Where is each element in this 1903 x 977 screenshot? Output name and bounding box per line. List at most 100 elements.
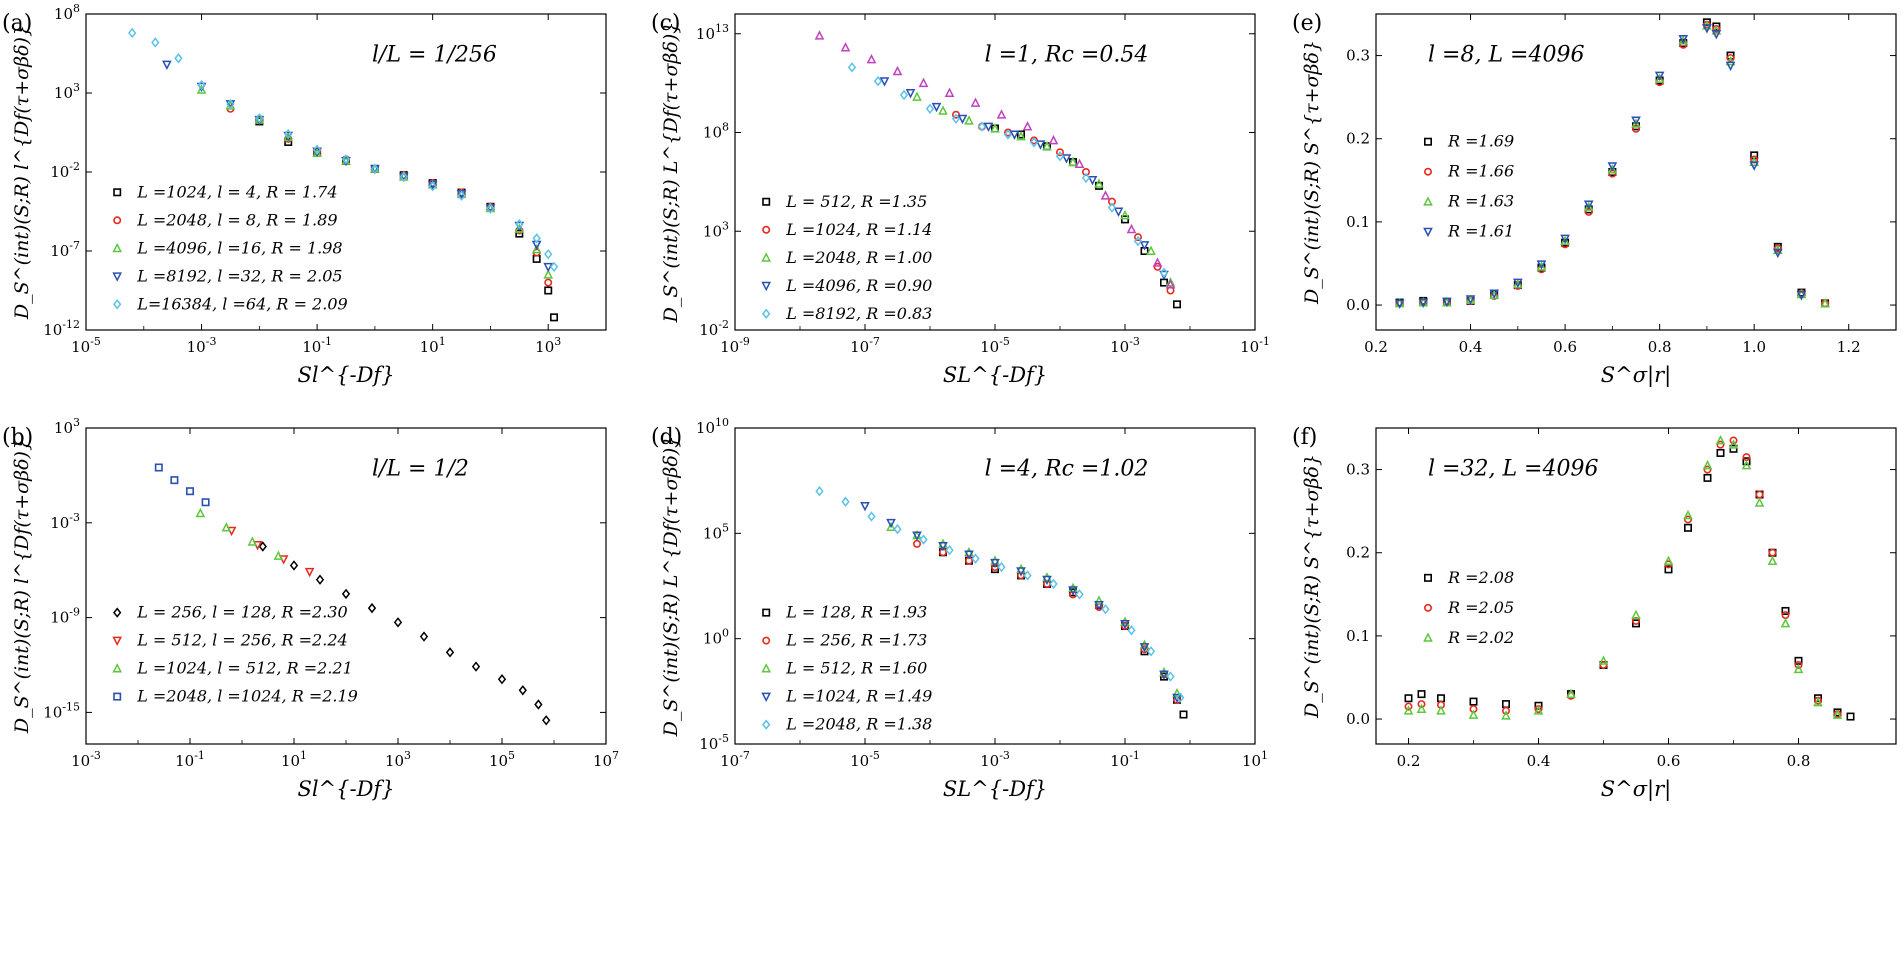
- series-red: [951, 110, 1175, 295]
- legend-entry: L = 256, l = 128, R =2.30: [136, 603, 347, 622]
- legend-marker: [113, 216, 122, 225]
- data-point: [1016, 567, 1026, 577]
- x-tick-label: 10-3: [71, 749, 101, 770]
- data-point: [1703, 473, 1712, 482]
- legend-entry: L =1024, R =1.14: [785, 220, 932, 239]
- legend-marker: [1424, 167, 1433, 176]
- data-point: [873, 75, 883, 87]
- data-point: [957, 114, 968, 125]
- data-point: [247, 536, 258, 546]
- data-point: [925, 103, 935, 115]
- legend-entry: L =2048, l =1024, R =2.19: [136, 687, 358, 706]
- legend-marker: [1423, 632, 1433, 642]
- data-point: [1502, 700, 1511, 709]
- data-point: [1664, 565, 1673, 574]
- data-point: [341, 154, 351, 165]
- legend-entry: L =4096, R =0.90: [785, 276, 932, 295]
- legend-entry: R =1.66: [1447, 162, 1514, 181]
- data-point: [1113, 207, 1124, 217]
- data-point: [1029, 137, 1039, 148]
- data-point: [1003, 129, 1013, 140]
- y-tick-label: 10-3: [50, 511, 80, 532]
- panel-label: (c): [651, 11, 681, 36]
- legend-entry: L = 512, l = 256, R =2.24: [136, 631, 347, 650]
- legend-marker: [762, 608, 771, 617]
- x-tick-label: 10-1: [1240, 335, 1270, 356]
- legend-marker: [762, 225, 771, 234]
- legend-entry: L = 256, R =1.73: [785, 631, 927, 650]
- data-point: [1631, 118, 1641, 128]
- data-point: [1081, 172, 1091, 184]
- x-tick-label: 107: [593, 749, 619, 770]
- x-axis-label: S^σ|r|: [1601, 363, 1672, 388]
- data-point: [221, 522, 232, 532]
- y-tick-label: 1010: [696, 416, 729, 437]
- data-point: [1082, 168, 1091, 177]
- data-point: [1534, 701, 1543, 710]
- data-point: [1417, 690, 1426, 699]
- data-point: [997, 561, 1006, 573]
- data-point: [197, 79, 206, 91]
- x-tick-label: 10-7: [850, 335, 880, 356]
- plot-frame: [1375, 13, 1897, 331]
- data-point: [544, 286, 553, 295]
- data-point: [1678, 34, 1689, 45]
- data-point: [255, 113, 264, 124]
- data-point: [1794, 660, 1803, 669]
- data-point: [162, 60, 172, 70]
- data-point: [938, 542, 948, 552]
- y-tick-label: 0.0: [1346, 296, 1370, 314]
- legend-entry: L =8192, l =32, R = 2.05: [136, 266, 342, 285]
- data-point: [532, 254, 541, 263]
- y-tick-label: 10-15: [43, 700, 80, 721]
- data-point: [1087, 175, 1098, 186]
- data-point: [1022, 121, 1033, 131]
- x-tick-label: 10-3: [187, 335, 217, 356]
- data-point: [912, 91, 922, 101]
- legend-entry: L = 512, R =1.35: [785, 192, 927, 211]
- data-point: [860, 501, 870, 512]
- y-tick-label: 0.1: [1346, 627, 1370, 645]
- legend-entry: L =8192, R =0.83: [785, 304, 932, 323]
- series-blue: [879, 77, 1169, 281]
- x-tick-label: 0.2: [1397, 752, 1421, 770]
- data-point: [497, 674, 507, 685]
- panel-e: 0.2 0.4 0.6 0.8 1.0 1.2 0.0 0.1 0.2 0.3 (e) l =8, L…: [1292, 11, 1897, 388]
- x-tick-label: 103: [535, 335, 561, 356]
- legend-entry: L =4096, l =16, R = 1.98: [136, 238, 342, 257]
- data-point: [370, 163, 380, 175]
- data-point: [1133, 235, 1143, 247]
- legend-entry: R =2.02: [1447, 628, 1514, 647]
- data-point: [1035, 140, 1046, 150]
- legend-marker: [1424, 573, 1433, 582]
- data-point: [174, 53, 183, 64]
- series-black: [938, 548, 1188, 719]
- legend-entry: L =1024, l = 4, R = 1.74: [136, 182, 337, 201]
- data-point: [1068, 156, 1078, 167]
- data-point: [1165, 279, 1176, 289]
- y-tick-label: 10-2: [50, 160, 80, 181]
- y-tick-label: 0.3: [1346, 47, 1370, 65]
- data-point: [1023, 570, 1032, 581]
- data-point: [393, 617, 403, 628]
- data-point: [1702, 24, 1712, 34]
- data-point: [1726, 54, 1735, 63]
- data-point: [457, 190, 466, 201]
- data-point: [1179, 710, 1188, 719]
- data-point: [1742, 453, 1751, 462]
- series-black: [1404, 444, 1855, 721]
- data-point: [1512, 278, 1523, 289]
- y-axis-label: D_S^(int)(S;R) L^{Df(τ+σβδ)}: [660, 22, 682, 324]
- data-point: [1767, 555, 1778, 566]
- legend-marker: [762, 197, 771, 206]
- legend-marker: [113, 607, 122, 618]
- panel-b: 10-3 10-1 101 103 105 107 103 10-3 10-9 10-15 (b) l…: [2, 416, 619, 801]
- data-point: [549, 313, 558, 322]
- legend-entry: L =2048, l = 8, R = 1.89: [136, 210, 337, 229]
- data-point: [1173, 300, 1182, 309]
- data-point: [1159, 670, 1169, 680]
- data-point: [1683, 509, 1693, 520]
- panel-label: (f): [1292, 425, 1317, 450]
- panel-annotation: l =4, Rc =1.02: [985, 456, 1149, 481]
- series-cyan: [815, 485, 1185, 703]
